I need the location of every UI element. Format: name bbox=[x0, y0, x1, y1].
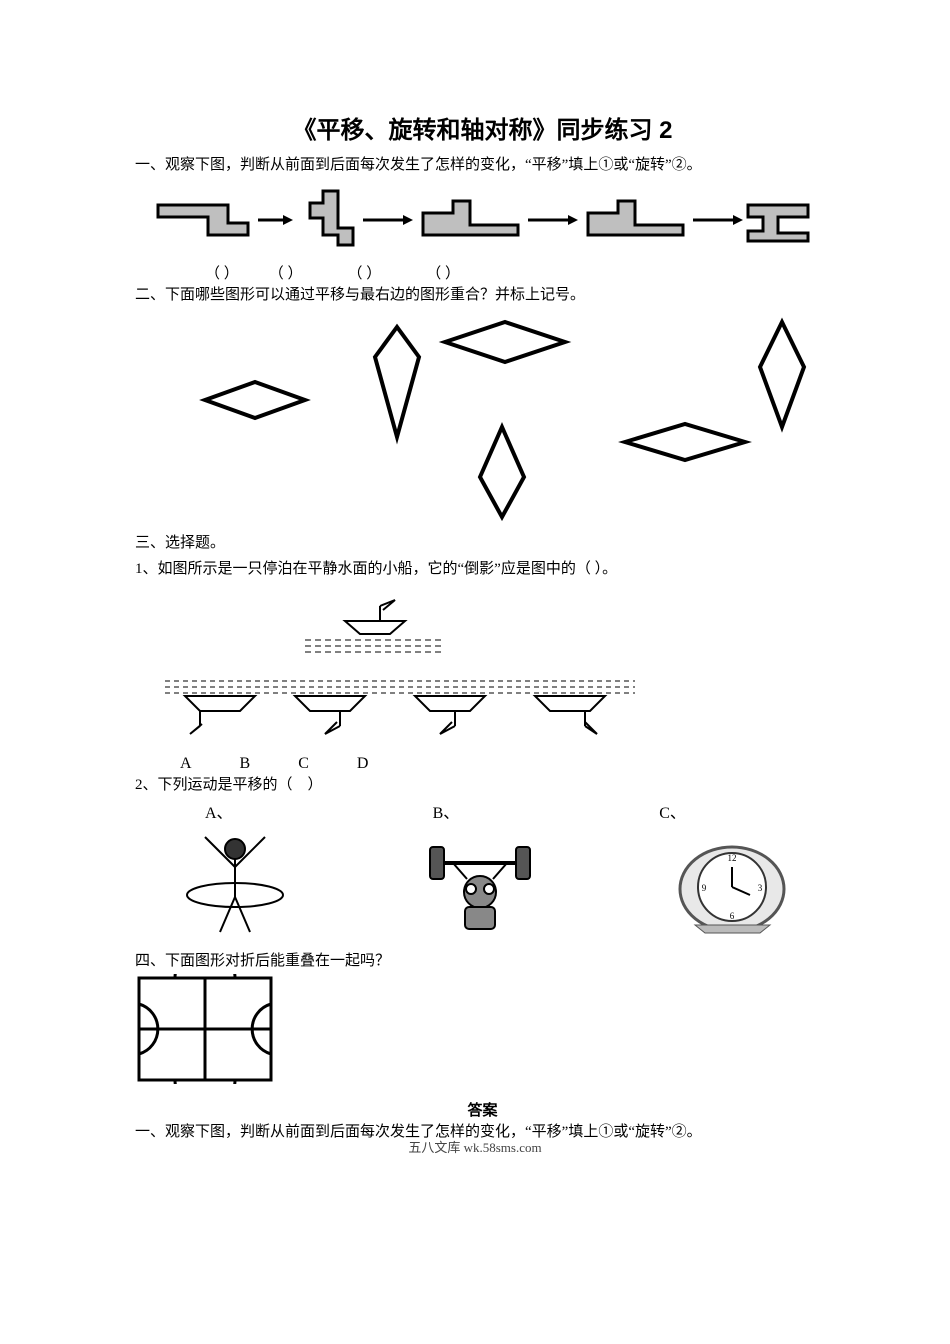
q3-s1: 1、如图所示是一只停泊在平静水面的小船，它的“倒影”应是图中的（ ）。 bbox=[135, 557, 830, 583]
weightlifter-icon bbox=[425, 837, 535, 937]
q3-opt-c-label: C、 bbox=[659, 799, 686, 823]
svg-text:12: 12 bbox=[728, 853, 737, 863]
svg-text:3: 3 bbox=[758, 883, 763, 893]
q4-figure bbox=[135, 974, 830, 1089]
q3-s2: 2、下列运动是平移的（ ） bbox=[135, 773, 830, 799]
q1-text: 一、观察下图，判断从前面到后面每次发生了怎样的变化，“平移”填上①或“旋转”②。 bbox=[135, 153, 830, 179]
q3-heading: 三、选择题。 bbox=[135, 531, 830, 557]
page-title: 《平移、旋转和轴对称》同步练习 2 bbox=[135, 110, 830, 145]
q2-figure bbox=[135, 312, 830, 527]
q1-figure bbox=[135, 183, 830, 258]
q3-s2-images: 12 3 6 9 bbox=[135, 827, 830, 937]
clock-icon: 12 3 6 9 bbox=[675, 837, 790, 937]
q3-s2-opts: A、 B、 C、 bbox=[135, 799, 830, 823]
q2-text: 二、下面哪些图形可以通过平移与最右边的图形重合？并标上记号。 bbox=[135, 283, 830, 309]
footer-text: 五八文库 wk.58sms.com bbox=[0, 1137, 950, 1156]
svg-text:9: 9 bbox=[702, 883, 707, 893]
answers-title: 答案 bbox=[135, 1099, 830, 1120]
q3-opt-b-label: B、 bbox=[433, 799, 460, 823]
q1-blanks: （ ） （ ） （ ） （ ） bbox=[135, 262, 830, 283]
q3-abcd: A B C D bbox=[135, 755, 830, 773]
q4-text: 四、下面图形对折后能重叠在一起吗？ bbox=[135, 949, 830, 975]
q3-s1-figure bbox=[135, 586, 830, 751]
svg-text:6: 6 bbox=[730, 911, 735, 921]
hula-hoop-icon bbox=[185, 827, 285, 937]
q3-opt-a-label: A、 bbox=[205, 799, 233, 823]
